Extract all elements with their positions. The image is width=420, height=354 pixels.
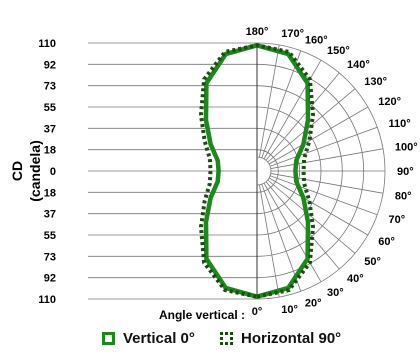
angle-label: 140° <box>347 59 370 71</box>
curve-horizontal-90 <box>199 43 315 299</box>
grid-spoke <box>265 72 340 161</box>
legend-label-vertical: Vertical 0° <box>123 330 195 347</box>
grid-spoke <box>270 173 384 194</box>
grid-spoke <box>267 179 356 254</box>
angle-label: 150° <box>327 45 350 57</box>
legend-item-horizontal: Horizontal 90° <box>220 330 341 347</box>
r-tick-label: 73 <box>44 251 56 263</box>
y-axis-label-unit: (candela) <box>27 140 43 201</box>
angle-label: 160° <box>305 34 328 46</box>
r-tick-label: 55 <box>44 102 56 114</box>
grid-spoke <box>268 177 369 236</box>
angle-label: 40° <box>347 273 364 285</box>
r-tick-label: 92 <box>44 273 56 285</box>
r-tick-label: 18 <box>44 187 56 199</box>
grid-spoke <box>263 59 322 160</box>
r-tick-label: 110 <box>38 38 56 50</box>
angle-label: 110° <box>389 118 411 130</box>
polar-chart: 110 92 73 55 37 18 0 18 37 55 73 92 110 0° 10° 20° 30°40… <box>9 26 418 322</box>
angle-label: 80° <box>395 190 412 202</box>
angle-label: 50° <box>364 256 381 268</box>
angle-label: 170° <box>281 28 304 40</box>
grid-spoke <box>268 106 369 165</box>
angle-label: 10° <box>281 304 298 316</box>
grid-spoke <box>261 50 302 158</box>
grid-spoke <box>265 181 340 270</box>
y-axis-label: CD <box>9 161 25 181</box>
angle-label: 120° <box>378 96 401 108</box>
angle-label: 30° <box>327 287 344 299</box>
angle-label: 0° <box>252 306 263 318</box>
chart-labels: 110 92 73 55 37 18 0 18 37 55 73 92 110 0° 10° 20° 30°40… <box>9 26 418 322</box>
r-tick-label: 18 <box>44 145 56 157</box>
angle-label: 90° <box>397 166 414 178</box>
angle-label: 20° <box>305 298 322 310</box>
r-tick-label: 37 <box>44 209 56 221</box>
legend-item-vertical: Vertical 0° <box>102 330 195 347</box>
grid-arc-center <box>256 156 272 186</box>
grid-spoke <box>259 184 280 298</box>
angle-label: 180° <box>246 26 269 38</box>
r-tick-label: 92 <box>44 59 56 71</box>
angle-label: 100° <box>395 142 418 154</box>
legend-swatch-dotted <box>220 332 233 345</box>
angle-axis-label: Angle vertical : <box>159 308 245 322</box>
grid-spoke <box>270 126 378 167</box>
grid-spoke <box>263 182 322 283</box>
grid-spoke <box>261 184 302 292</box>
angle-label: 60° <box>378 236 395 248</box>
r-tick-label: 55 <box>44 230 56 242</box>
angle-label: 70° <box>389 214 406 226</box>
intensity-curves <box>199 43 315 299</box>
r-tick-label: 0 <box>50 166 56 178</box>
angle-label: 130° <box>364 76 387 88</box>
r-tick-label: 37 <box>44 123 56 135</box>
grid-spoke <box>270 175 378 216</box>
legend-swatch-solid <box>102 332 115 345</box>
grid-spoke <box>259 44 280 158</box>
legend-label-horizontal: Horizontal 90° <box>241 330 342 347</box>
legend: Vertical 0° Horizontal 90° <box>0 330 420 352</box>
r-tick-label: 73 <box>44 81 56 93</box>
r-tick-label: 110 <box>38 294 56 306</box>
grid-spoke <box>270 148 384 169</box>
polar-grid <box>88 42 386 300</box>
